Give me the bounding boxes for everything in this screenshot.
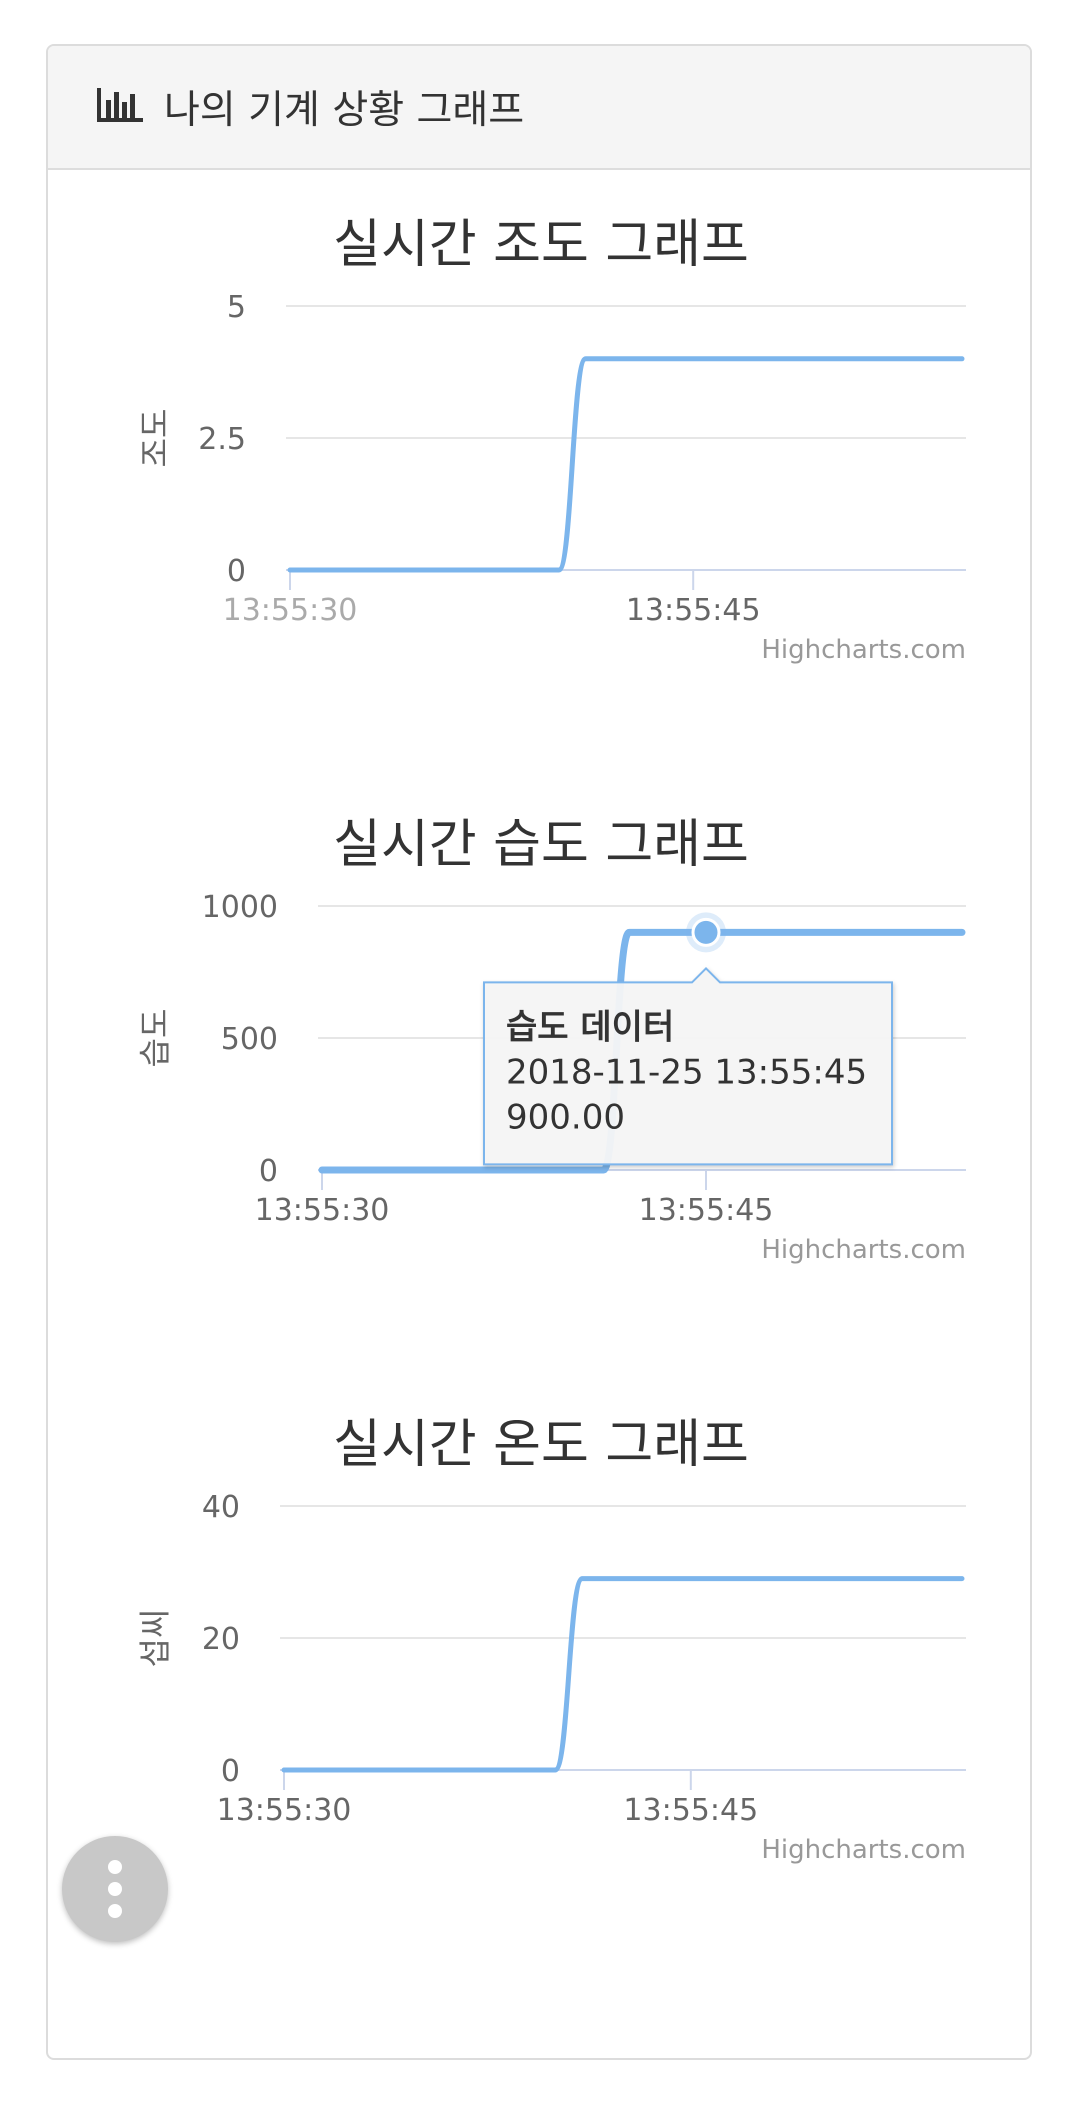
humidity-xtick-label: 13:55:30 bbox=[255, 1193, 390, 1228]
illuminance-chart[interactable]: 실시간 조도 그래프 0 2.5 5 조도 13:55:30 13:55:45Highcha… bbox=[48, 170, 1032, 770]
graph-panel: 나의 기계 상황 그래프 실시간 조도 그래프 0 2.5 5 조도 13:55:30 13… bbox=[46, 44, 1032, 2060]
temperature-ytick-label: 20 bbox=[202, 1622, 240, 1657]
temperature-series-line bbox=[284, 1579, 962, 1770]
temperature-chart[interactable]: 실시간 온도 그래프 0 20 40 섭씨 13:55:30 13:55:45Highcha… bbox=[48, 1370, 1032, 1970]
illuminance-credits-link[interactable]: Highcharts.com bbox=[761, 635, 966, 665]
humidity-highlight-point bbox=[693, 919, 719, 945]
temperature-ytick-label: 40 bbox=[202, 1490, 240, 1525]
humidity-xtick-label: 13:55:45 bbox=[639, 1193, 774, 1228]
panel-title: 나의 기계 상황 그래프 bbox=[164, 79, 524, 135]
humidity-chart-title: 실시간 습도 그래프 bbox=[333, 815, 749, 875]
humidity-ytick-label: 1000 bbox=[202, 890, 278, 925]
humidity-tooltip-series: 습도 데이터 bbox=[506, 1007, 674, 1047]
illuminance-xtick-label: 13:55:30 bbox=[223, 593, 358, 628]
temperature-yaxis-label: 섭씨 bbox=[136, 1609, 174, 1668]
temperature-xtick-label: 13:55:45 bbox=[623, 1793, 758, 1828]
illuminance-ytick-label: 5 bbox=[227, 290, 246, 325]
more-dot-icon bbox=[108, 1882, 122, 1896]
humidity-ytick-label: 0 bbox=[259, 1154, 278, 1189]
temperature-chart-title: 실시간 온도 그래프 bbox=[333, 1415, 749, 1475]
humidity-ytick-label: 500 bbox=[221, 1022, 278, 1057]
more-dot-icon bbox=[108, 1904, 122, 1918]
humidity-chart[interactable]: 실시간 습도 그래프 0 500 1000 습도 13:55:30 13:55:45 습도 데… bbox=[48, 770, 1032, 1370]
humidity-yaxis-label: 습도 bbox=[136, 1009, 174, 1068]
humidity-credits-link[interactable]: Highcharts.com bbox=[761, 1235, 966, 1265]
humidity-tooltip-value: 900.00 bbox=[506, 1097, 625, 1137]
more-options-button[interactable] bbox=[62, 1836, 168, 1942]
illuminance-ytick-label: 0 bbox=[227, 554, 246, 589]
illuminance-chart-title: 실시간 조도 그래프 bbox=[333, 215, 749, 275]
illuminance-series-line bbox=[290, 359, 962, 570]
bar-chart-icon bbox=[96, 88, 144, 122]
illuminance-yaxis-label: 조도 bbox=[136, 409, 174, 468]
temperature-ytick-label: 0 bbox=[221, 1754, 240, 1789]
temperature-xtick-label: 13:55:30 bbox=[217, 1793, 352, 1828]
more-dot-icon bbox=[108, 1860, 122, 1874]
humidity-tooltip-date: 2018-11-25 13:55:45 bbox=[506, 1052, 867, 1092]
illuminance-ytick-label: 2.5 bbox=[198, 422, 246, 457]
panel-heading: 나의 기계 상황 그래프 bbox=[48, 46, 1030, 170]
temperature-credits-link[interactable]: Highcharts.com bbox=[761, 1835, 966, 1865]
illuminance-xtick-label: 13:55:45 bbox=[626, 593, 761, 628]
